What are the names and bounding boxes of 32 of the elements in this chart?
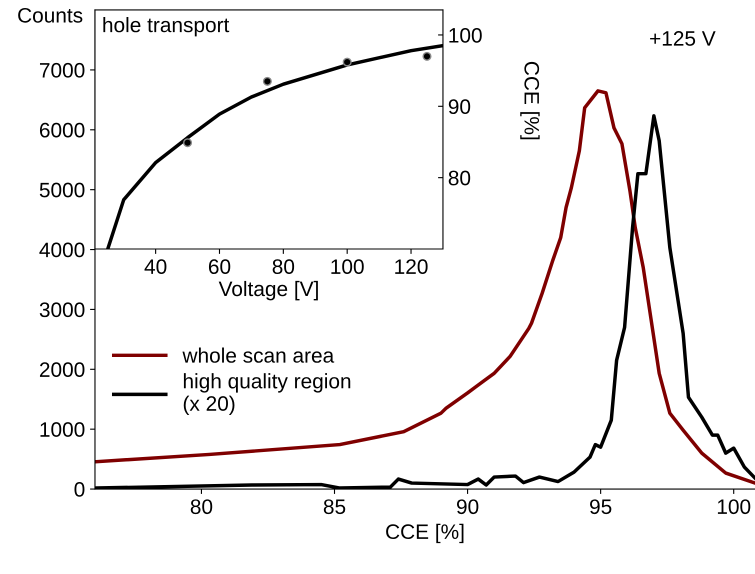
y-tick-label: 0	[74, 482, 84, 497]
y-tick-label: 7000	[40, 62, 84, 78]
x-tick-label: 95	[590, 499, 612, 514]
x-tick-label: 100	[331, 259, 364, 274]
y-tick-label: 100	[449, 28, 482, 43]
x-axis-title: CCE [%]	[386, 524, 464, 544]
y-axis-title: Counts	[18, 8, 82, 23]
point	[262, 76, 272, 86]
x-tick-label: 85	[324, 499, 346, 514]
annotation: +125 V	[650, 31, 716, 46]
y-tick-label: 90	[448, 99, 470, 114]
x-tick-label: 80	[272, 259, 294, 274]
y-tick-label: 5000	[40, 182, 84, 198]
x-tick-label: 40	[144, 259, 166, 274]
x-axis-title: Voltage [V]	[218, 280, 318, 300]
legend-label: whole scan area	[182, 348, 334, 363]
y-axis-title: CCE [%]	[520, 62, 540, 140]
x-tick-label: 60	[208, 259, 230, 274]
legend-label: high quality region (x 20)	[184, 373, 350, 416]
y-tick-label: 3000	[40, 302, 84, 318]
annotation: hole transport	[103, 17, 230, 36]
x-tick-label: 80	[190, 499, 212, 514]
y-tick-label: 4000	[39, 242, 84, 258]
y-tick-label: 80	[448, 170, 470, 186]
x-tick-label: 120	[395, 259, 428, 274]
y-tick-label: 2000	[40, 362, 84, 378]
point	[183, 138, 192, 148]
point	[422, 52, 432, 61]
x-tick-label: 100	[718, 499, 750, 514]
point	[342, 58, 352, 67]
y-tick-label: 6000	[40, 122, 84, 138]
y-tick-label: 1000	[40, 422, 84, 437]
